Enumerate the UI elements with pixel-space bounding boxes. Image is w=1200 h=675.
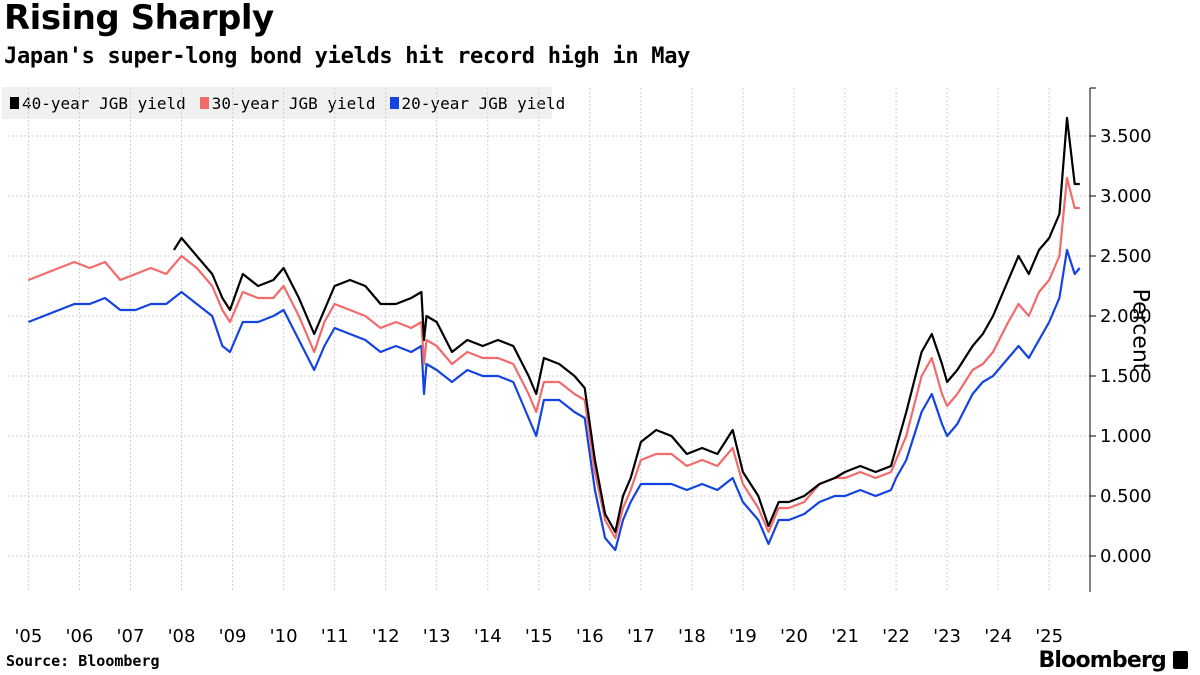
series-line-20y xyxy=(27,248,1081,552)
legend-swatch-30y xyxy=(199,97,209,109)
x-tick-label: '09 xyxy=(219,626,247,647)
x-tick-label: '05 xyxy=(14,626,42,647)
x-tick-label: '08 xyxy=(168,626,196,647)
y-tick-label: 0.500 xyxy=(1100,486,1152,507)
x-tick-label: '06 xyxy=(66,626,94,647)
x-tick-label: '07 xyxy=(117,626,145,647)
legend-label-20y: 20-year JGB yield xyxy=(401,93,566,113)
x-tick-label: '12 xyxy=(372,626,400,647)
x-tick-label: '24 xyxy=(984,626,1012,647)
x-tick-label: '21 xyxy=(831,626,859,647)
x-tick-label: '14 xyxy=(474,626,502,647)
x-tick-label: '20 xyxy=(780,626,808,647)
y-tick-label: 1.500 xyxy=(1100,366,1152,387)
legend-label-30y: 30-year JGB yield xyxy=(211,93,376,113)
legend: 40-year JGB yield 30-year JGB yield 20-y… xyxy=(2,87,565,119)
y-tick-label: 0.000 xyxy=(1100,546,1152,567)
source-note: Source: Bloomberg xyxy=(6,652,160,670)
chart-subtitle: Japan's super-long bond yields hit recor… xyxy=(4,44,691,69)
chart-title: Rising Sharply xyxy=(4,0,274,38)
y-tick-label: 1.000 xyxy=(1100,426,1152,447)
x-tick-label: '15 xyxy=(525,626,553,647)
x-tick-label: '17 xyxy=(627,626,655,647)
x-tick-label: '22 xyxy=(882,626,910,647)
y-tick-label: 2.500 xyxy=(1100,246,1152,267)
y-tick-label: 3.500 xyxy=(1100,126,1152,147)
y-tick-label: 2.000 xyxy=(1100,306,1152,327)
x-tick-label: '13 xyxy=(423,626,451,647)
y-axis-label: Percent xyxy=(1127,288,1153,372)
legend-swatch-40y xyxy=(10,97,19,109)
x-tick-label: '11 xyxy=(321,626,349,647)
legend-item-40y: 40-year JGB yield xyxy=(10,94,186,113)
bloomberg-logo: Bloomberg xyxy=(1038,648,1166,673)
legend-item-30y: 30-year JGB yield xyxy=(199,93,376,113)
x-tick-label: '25 xyxy=(1035,626,1063,647)
x-tick-label: '23 xyxy=(933,626,961,647)
series-line-30y xyxy=(27,176,1080,540)
x-tick-label: '19 xyxy=(729,626,757,647)
legend-label-40y: 40-year JGB yield xyxy=(22,93,186,113)
y-tick-label: 3.000 xyxy=(1100,186,1152,207)
legend-swatch-20y xyxy=(389,97,399,109)
x-tick-label: '16 xyxy=(576,626,604,647)
x-tick-label: '10 xyxy=(270,626,298,647)
series-line-40y xyxy=(172,116,1080,534)
legend-item-20y: 20-year JGB yield xyxy=(389,93,566,113)
bloomberg-terminal-icon xyxy=(1173,651,1188,669)
x-tick-label: '18 xyxy=(678,626,706,647)
